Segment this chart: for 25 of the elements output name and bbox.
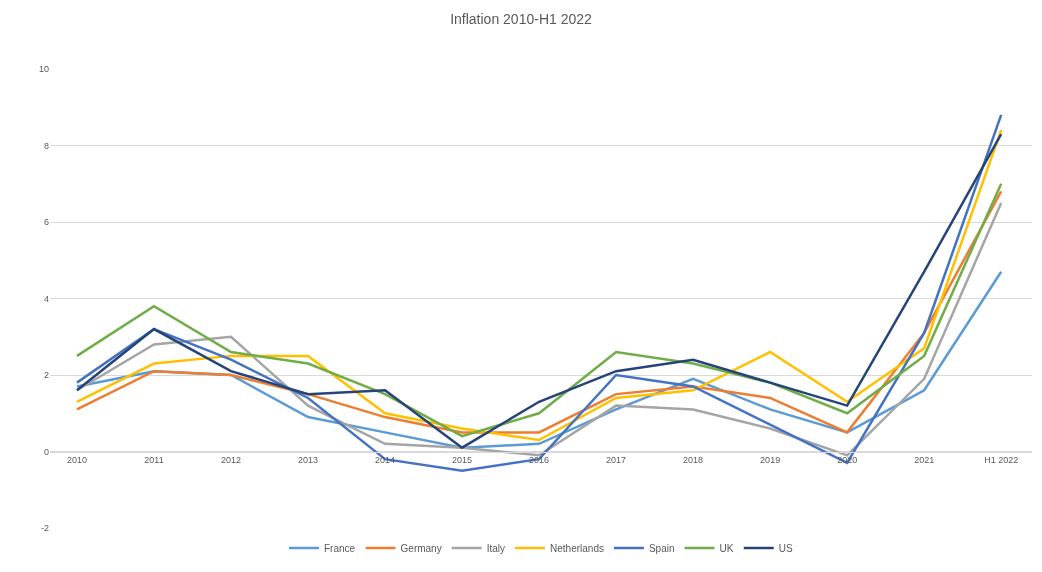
y-tick-label: 10: [38, 64, 49, 75]
legend-label: US: [778, 543, 793, 554]
legend-label: Italy: [486, 543, 506, 554]
legend-label: Spain: [648, 543, 675, 554]
x-tick-label: 2021: [914, 455, 935, 466]
y-tick-label: 0: [43, 446, 49, 457]
chart-title: Inflation 2010-H1 2022: [450, 11, 593, 28]
y-tick-label: 4: [43, 293, 49, 304]
y-tick-label: -2: [40, 523, 49, 534]
x-tick-label: 2010: [66, 455, 87, 466]
x-tick-label: 2015: [452, 455, 473, 466]
legend-label: Netherlands: [550, 543, 604, 554]
legend-label: UK: [719, 543, 734, 554]
x-tick-label: 2012: [220, 455, 242, 466]
x-tick-label: 2017: [606, 455, 627, 466]
x-tick-label: 2013: [298, 455, 319, 466]
y-tick-label: 2: [43, 370, 49, 381]
x-tick-label: 2019: [760, 455, 781, 466]
x-tick-label: 2011: [144, 455, 164, 466]
legend-label: Germany: [400, 543, 442, 554]
legend-label: France: [324, 543, 356, 554]
x-tick-label: 2018: [683, 455, 704, 466]
y-tick-label: 6: [43, 217, 49, 228]
x-tick-label: H1 2022: [984, 455, 1019, 466]
y-tick-label: 8: [43, 140, 49, 151]
